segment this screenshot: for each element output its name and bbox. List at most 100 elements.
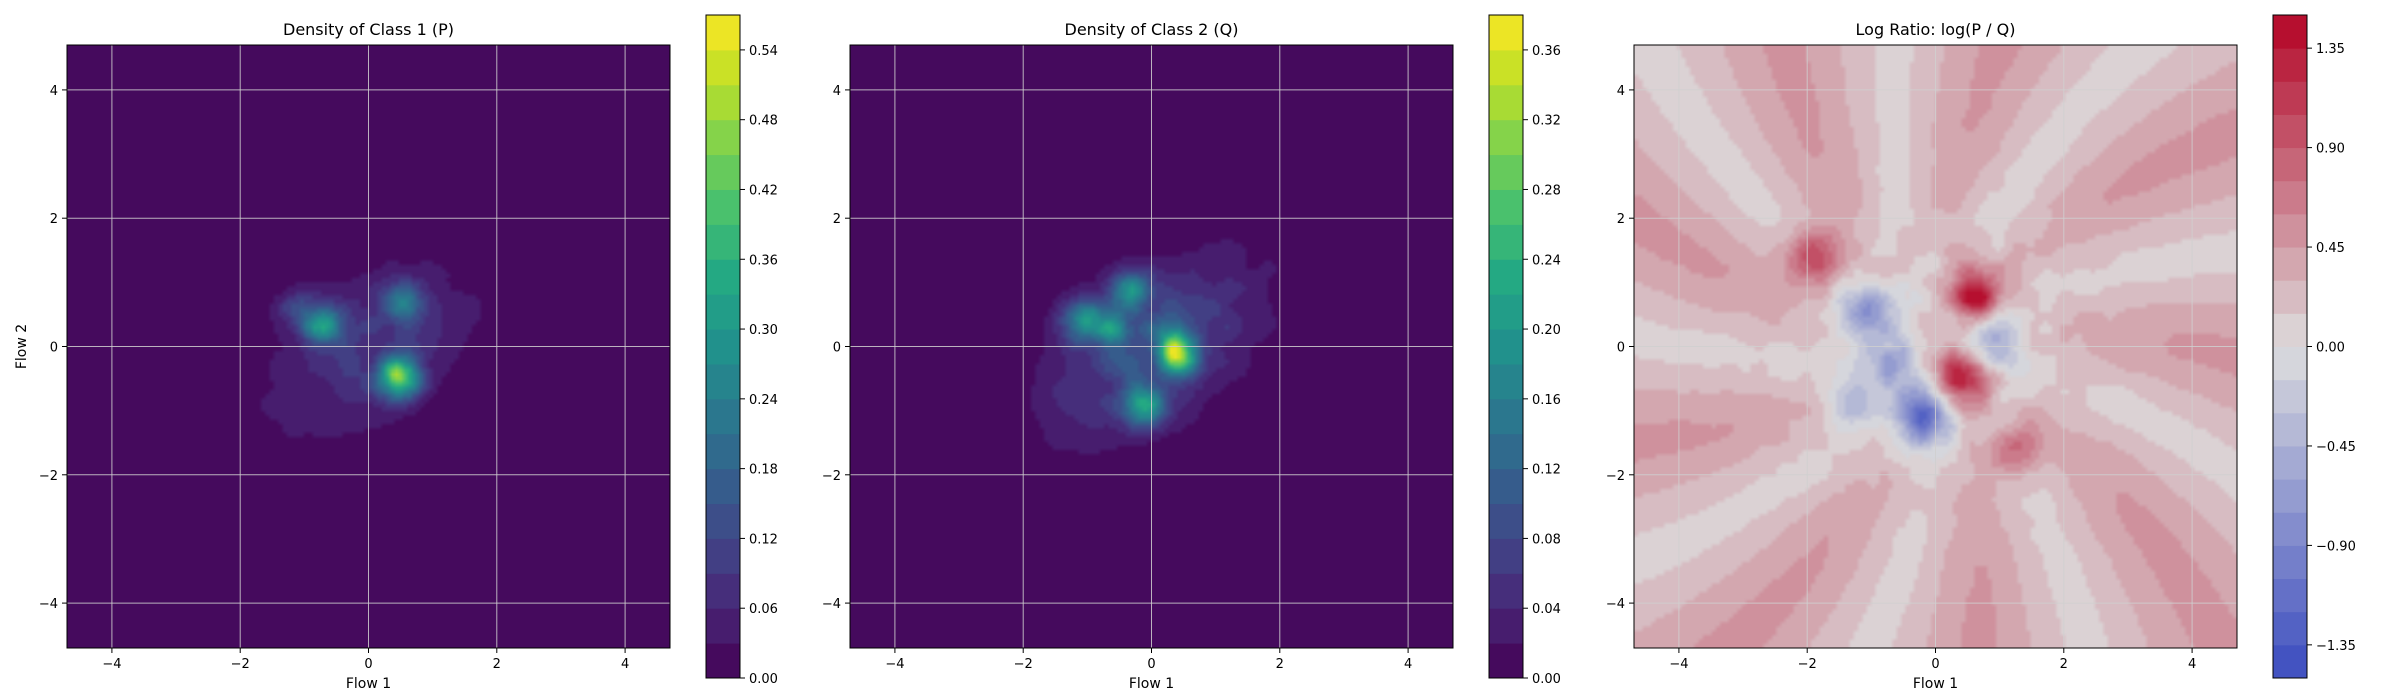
colorbar-level bbox=[1489, 468, 1523, 505]
colorbar-level bbox=[706, 15, 740, 51]
colorbar-level bbox=[706, 398, 740, 435]
colorbar-level bbox=[2273, 578, 2307, 613]
colorbar-tick-label: −1.35 bbox=[2316, 639, 2356, 654]
colorbar-level bbox=[2273, 379, 2307, 414]
colorbar-level bbox=[1489, 294, 1523, 330]
colorbar-tick-label: 0.06 bbox=[749, 602, 778, 617]
colorbar-tick-label: 0.32 bbox=[1532, 114, 1561, 129]
colorbar-level bbox=[706, 573, 740, 609]
chart-title: Density of Class 1 (P) bbox=[283, 20, 454, 39]
colorbar-level bbox=[706, 224, 740, 260]
chart-panel-2: −4 −2 0 2 4 −4 −2 0 2 4 Density of Class 2 (Q) Flow… bbox=[822, 14, 1561, 692]
colorbar-tick-label: 0.00 bbox=[1532, 672, 1561, 687]
x-tick-label: 2 bbox=[1276, 657, 1284, 672]
colorbar-level bbox=[2273, 48, 2307, 82]
y-tick-label: 0 bbox=[50, 341, 58, 356]
colorbar-level bbox=[2273, 313, 2307, 347]
y-tick-label: 2 bbox=[833, 212, 841, 227]
colorbar-level bbox=[706, 538, 740, 574]
y-tick-label: −4 bbox=[39, 597, 58, 612]
x-tick-label: −4 bbox=[885, 657, 904, 672]
colorbar-tick-label: 0.36 bbox=[749, 253, 778, 268]
colorbar-level bbox=[2273, 545, 2307, 580]
y-tick-label: 0 bbox=[1617, 341, 1625, 356]
colorbar-level bbox=[706, 119, 740, 156]
colorbar-tick-label: 1.35 bbox=[2316, 42, 2345, 57]
colorbar-level bbox=[2273, 412, 2307, 447]
colorbar-level bbox=[706, 468, 740, 505]
colorbar-level bbox=[1489, 15, 1523, 51]
x-tick-label: 4 bbox=[2188, 657, 2196, 672]
colorbar-level bbox=[2273, 147, 2307, 182]
colorbar-level bbox=[706, 643, 740, 679]
chart-title: Log Ratio: log(P / Q) bbox=[1856, 20, 2016, 39]
colorbar-level bbox=[1489, 433, 1523, 470]
x-tick-label: 2 bbox=[2060, 657, 2068, 672]
colorbar-tick-label: 0.00 bbox=[749, 672, 778, 687]
colorbar-level bbox=[1489, 259, 1523, 295]
colorbar-level bbox=[2273, 445, 2307, 480]
colorbar-level bbox=[1489, 49, 1523, 86]
x-tick-label: 0 bbox=[1147, 657, 1155, 672]
y-tick-label: −2 bbox=[822, 469, 841, 484]
colorbar-tick-label: 0.24 bbox=[749, 393, 778, 408]
colorbar-level bbox=[706, 503, 740, 539]
y-tick-label: −4 bbox=[1606, 597, 1625, 612]
colorbar-frame bbox=[705, 14, 741, 679]
colorbar-level bbox=[1489, 643, 1523, 679]
colorbar-level bbox=[2273, 479, 2307, 513]
x-tick-label: 0 bbox=[364, 657, 372, 672]
colorbar-tick-label: 0.12 bbox=[1532, 463, 1561, 478]
y-tick-label: −4 bbox=[822, 597, 841, 612]
x-tick-label: 0 bbox=[1931, 657, 1939, 672]
colorbar-level bbox=[2273, 346, 2307, 381]
colorbar-level bbox=[706, 433, 740, 470]
x-tick-label: −2 bbox=[231, 657, 250, 672]
colorbar-level bbox=[2273, 512, 2307, 546]
colorbar: −1.35 −0.90 −0.45 0.00 0.45 0.90 1.35 bbox=[2272, 14, 2356, 679]
colorbar-tick-label: −0.90 bbox=[2316, 539, 2356, 554]
colorbar-tick-label: 0.42 bbox=[749, 183, 778, 198]
colorbar-level bbox=[706, 329, 740, 365]
colorbar-level bbox=[2273, 644, 2307, 679]
colorbar-tick-label: 0.04 bbox=[1532, 602, 1561, 617]
colorbar-tick-label: 0.30 bbox=[749, 323, 778, 338]
colorbar-tick-label: 0.54 bbox=[749, 44, 778, 59]
colorbar-level bbox=[706, 49, 740, 86]
y-tick-label: −2 bbox=[39, 469, 58, 484]
y-tick-label: 4 bbox=[833, 84, 841, 99]
colorbar-level bbox=[2273, 114, 2307, 149]
x-tick-label: −4 bbox=[102, 657, 121, 672]
chart-title: Density of Class 2 (Q) bbox=[1065, 20, 1239, 39]
colorbar-tick-label: 0.08 bbox=[1532, 532, 1561, 547]
colorbar-tick-label: 0.45 bbox=[2316, 241, 2345, 256]
colorbar-level bbox=[1489, 503, 1523, 539]
colorbar: 0.00 0.04 0.08 0.12 0.16 0.20 0.24 0.28 0.32 0.36 bbox=[1488, 14, 1561, 687]
colorbar: 0.00 0.06 0.12 0.18 0.24 0.30 0.36 0.42 0.48 0.54 bbox=[705, 14, 778, 687]
colorbar-level bbox=[2273, 180, 2307, 215]
colorbar-level bbox=[2273, 247, 2307, 281]
chart-panel-3: −4 −2 0 2 4 −4 −2 0 2 4 Log Ratio: log(P / Q) Flow … bbox=[1606, 14, 2356, 692]
y-tick-label: 2 bbox=[1617, 212, 1625, 227]
y-axis-label: Flow 2 bbox=[14, 324, 30, 369]
colorbar-tick-label: −0.45 bbox=[2316, 440, 2356, 455]
colorbar-level bbox=[706, 154, 740, 190]
colorbar-level bbox=[1489, 154, 1523, 190]
x-axis-label: Flow 1 bbox=[346, 676, 391, 692]
colorbar-level bbox=[1489, 84, 1523, 121]
colorbar-level bbox=[1489, 573, 1523, 609]
colorbar-tick-label: 0.48 bbox=[749, 114, 778, 129]
colorbar-level bbox=[706, 189, 740, 225]
colorbar-tick-label: 0.28 bbox=[1532, 183, 1561, 198]
colorbar-level bbox=[1489, 189, 1523, 225]
x-tick-label: −2 bbox=[1798, 657, 1817, 672]
colorbar-level bbox=[706, 363, 740, 400]
y-tick-label: 2 bbox=[50, 212, 58, 227]
colorbar-level bbox=[1489, 119, 1523, 156]
colorbar-tick-label: 0.16 bbox=[1532, 393, 1561, 408]
colorbar-level bbox=[2273, 81, 2307, 115]
colorbar-level bbox=[1489, 329, 1523, 365]
x-tick-label: −4 bbox=[1669, 657, 1688, 672]
x-axis-label: Flow 1 bbox=[1913, 676, 1958, 692]
